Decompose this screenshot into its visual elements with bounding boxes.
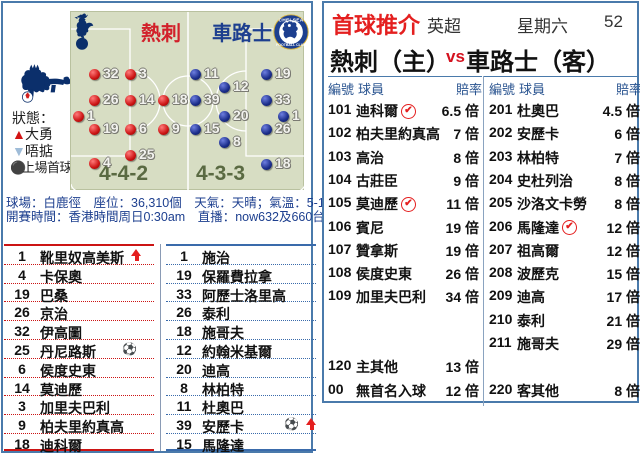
svg-text:FOOTBALL CLUB: FOOTBALL CLUB — [276, 43, 306, 47]
svg-text:CHELSEA: CHELSEA — [278, 17, 303, 23]
